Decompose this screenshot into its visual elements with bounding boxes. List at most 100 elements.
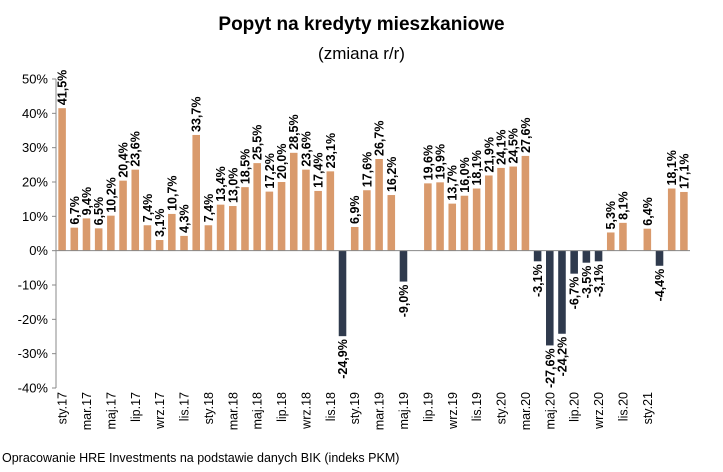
y-tick-label: 40% [22, 106, 48, 121]
data-label: 41,5% [56, 70, 70, 105]
x-tick-label: wrz.19 [446, 392, 460, 430]
bar [192, 134, 200, 251]
chart-subtitle: (zmiana r/r) [318, 44, 405, 63]
x-tick-label: sty.20 [495, 392, 509, 424]
bar [387, 195, 396, 251]
bar [216, 204, 225, 251]
data-label: 19,6% [421, 145, 435, 180]
data-label: -3,1% [531, 264, 545, 297]
x-tick-label: lis.20 [616, 392, 630, 421]
bar [70, 227, 79, 251]
y-tick-label: 0% [29, 243, 48, 258]
data-label: 20,0% [275, 144, 289, 179]
bar [204, 225, 213, 251]
data-label: 18,5% [238, 149, 252, 184]
data-label: 24,5% [507, 128, 521, 163]
data-label: 17,6% [360, 152, 374, 187]
bar [326, 171, 335, 251]
data-label: 25,5% [251, 125, 265, 160]
bars [58, 108, 688, 346]
x-tick-label: wrz.18 [299, 392, 313, 430]
bar [229, 206, 237, 251]
data-label: 20,4% [117, 142, 131, 177]
data-label: 18,1% [470, 150, 484, 185]
data-label: 19,9% [434, 144, 448, 179]
data-label: 26,7% [373, 121, 387, 156]
bar [485, 175, 493, 251]
data-label: 18,1% [665, 150, 679, 185]
x-tick-label: mar.19 [373, 392, 387, 430]
bar [302, 169, 310, 251]
data-label: 23,6% [299, 131, 313, 166]
data-label: 4,3% [178, 204, 192, 233]
bar [582, 250, 591, 263]
data-label: 27,6% [519, 117, 533, 152]
y-tick-label: 10% [22, 209, 48, 224]
data-label: 6,5% [92, 197, 106, 226]
data-label: 13,4% [214, 166, 228, 201]
bar [119, 180, 127, 251]
x-tick-label: sty.18 [202, 392, 216, 424]
chart-title: Popyt na kredyty mieszkaniowe [218, 14, 505, 35]
bar [558, 250, 566, 334]
data-label: 10,2% [104, 177, 118, 212]
bar [143, 225, 152, 251]
y-axis: -40% -30% -20% -10% 0% 10% 20% 30% 40% 50% [18, 72, 57, 396]
bar [680, 191, 688, 251]
data-label: -27,6% [543, 348, 557, 388]
bar [399, 250, 408, 282]
bar [58, 108, 66, 251]
bar [107, 215, 115, 251]
bar [180, 235, 188, 251]
data-label: 3,1% [153, 209, 167, 238]
bar [570, 250, 578, 274]
bar [667, 188, 676, 251]
data-label: -9,0% [397, 285, 411, 318]
bar [460, 195, 469, 251]
bar [338, 250, 347, 337]
bar [497, 167, 505, 251]
x-tick-label: sty.21 [641, 392, 655, 424]
x-tick-label: wrz.20 [592, 392, 606, 430]
bar [241, 187, 249, 251]
bar [533, 250, 542, 262]
bar [509, 166, 517, 251]
bar [289, 152, 298, 251]
bar [155, 240, 164, 251]
bar [82, 218, 91, 251]
data-label: 9,4% [80, 187, 94, 216]
source-note: Opracowanie HRE Investments na podstawie… [2, 451, 400, 465]
data-label: 7,4% [202, 194, 216, 223]
x-tick-label: lis.19 [470, 392, 484, 421]
x-tick-label: wrz.17 [153, 392, 167, 430]
data-label: -24,2% [555, 337, 569, 377]
data-label: 13,7% [446, 165, 460, 200]
data-label: 6,4% [641, 197, 655, 226]
data-label: 17,4% [312, 152, 326, 187]
x-tick-label: mar.20 [519, 392, 533, 430]
bar [521, 155, 530, 251]
bar [375, 159, 383, 251]
bar [606, 232, 615, 251]
data-label: 17,2% [263, 153, 277, 188]
x-tick-label: maj.20 [543, 392, 557, 430]
data-label: -3,5% [580, 266, 594, 299]
data-label: 17,1% [677, 154, 691, 189]
bar [594, 250, 603, 262]
data-label: 13,0% [226, 168, 240, 203]
data-label: 6,7% [68, 196, 82, 225]
x-tick-label: maj.19 [397, 392, 411, 430]
bar [546, 250, 554, 346]
x-tick-label: lis.17 [178, 392, 192, 421]
bar [363, 190, 371, 251]
bar [253, 163, 261, 251]
y-tick-label: -20% [18, 312, 49, 327]
y-tick-label: 30% [22, 140, 48, 155]
bar [265, 191, 274, 251]
x-tick-label: lis.18 [324, 392, 338, 421]
data-label: -24,9% [336, 339, 350, 379]
data-label: 5,3% [604, 201, 618, 230]
x-tick-label: maj.17 [104, 392, 118, 430]
x-tick-label: lip.17 [129, 392, 143, 422]
